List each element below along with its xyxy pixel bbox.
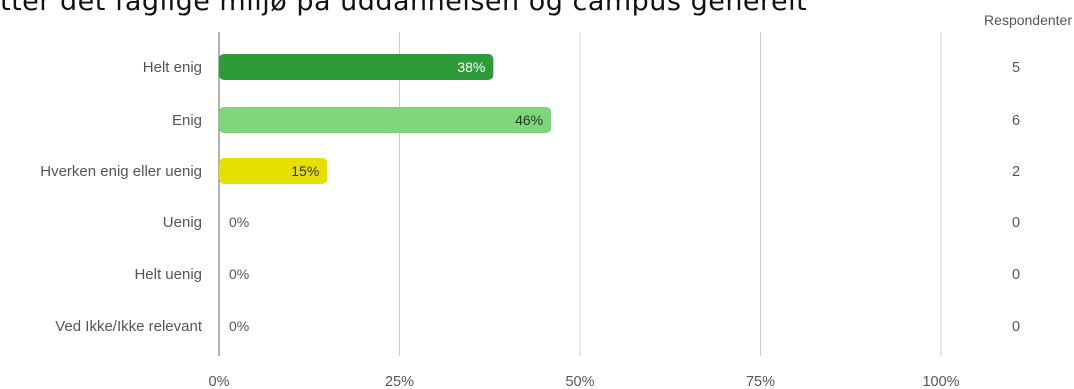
bar <box>219 158 328 184</box>
category-label: Helt uenig <box>134 266 202 283</box>
respondent-count: 2 <box>1012 164 1020 180</box>
chart-title: tter det faglige miljø på uddannelsen og… <box>0 0 808 17</box>
bar <box>219 54 494 80</box>
category-label: Helt enig <box>143 59 202 76</box>
data-label: 46% <box>515 112 543 128</box>
x-tick-label: 50% <box>565 374 594 389</box>
category-label: Enig <box>172 112 202 129</box>
x-tick-label: 25% <box>385 374 414 389</box>
data-label: 38% <box>457 59 485 75</box>
respondent-count: 0 <box>1012 319 1020 335</box>
x-tick-label: 100% <box>922 374 959 389</box>
respondent-count: 0 <box>1012 267 1020 283</box>
category-label: Uenig <box>163 214 202 231</box>
respondents-header: Respondenter <box>984 12 1072 28</box>
data-label: 15% <box>291 163 319 179</box>
x-tick-label: 75% <box>746 374 775 389</box>
respondent-count: 6 <box>1012 113 1020 129</box>
x-tick-label: 0% <box>209 374 230 389</box>
bar <box>219 107 552 133</box>
respondent-count: 0 <box>1012 215 1020 231</box>
data-label: 0% <box>229 214 249 230</box>
respondent-count: 5 <box>1012 60 1020 76</box>
data-label: 0% <box>229 266 249 282</box>
data-label: 0% <box>229 318 249 334</box>
category-label: Hverken enig eller uenig <box>40 163 202 180</box>
category-label: Ved Ikke/Ikke relevant <box>55 318 203 335</box>
